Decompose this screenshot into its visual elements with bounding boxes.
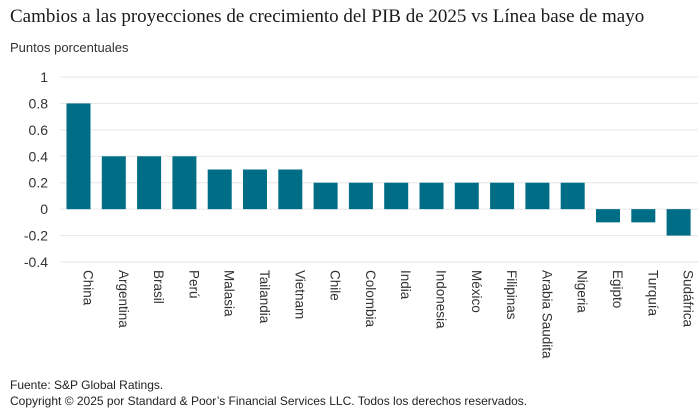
x-tick-label: Nigeria	[575, 270, 590, 313]
bar-india	[384, 182, 409, 210]
y-axis-label: Puntos porcentuales	[10, 40, 129, 55]
x-tick-label: Egipto	[610, 270, 625, 308]
source-note: Fuente: S&P Global Ratings.	[10, 378, 164, 392]
x-tick-label: Tailandia	[257, 270, 272, 324]
bar-argentina	[101, 156, 126, 210]
y-tick-label: 0	[40, 201, 48, 217]
bar-nigeria	[560, 182, 585, 210]
bar-brasil	[137, 156, 162, 210]
bar-chile	[313, 182, 338, 210]
copyright-note: Copyright © 2025 por Standard & Poor’s F…	[10, 394, 528, 408]
y-tick-label: 1	[40, 69, 48, 85]
bar-egipto	[596, 209, 620, 223]
x-tick-label: India	[398, 270, 413, 300]
y-tick-label: 0.2	[29, 175, 49, 191]
x-tick-label: Malasia	[222, 270, 237, 317]
bar-filipinas	[490, 182, 515, 210]
x-tick-label: China	[81, 270, 96, 306]
x-tick-label: México	[469, 270, 484, 313]
y-tick-label: -0.2	[24, 228, 48, 244]
x-tick-label: Argentina	[116, 270, 131, 328]
x-tick-label: Sudáfrica	[681, 270, 696, 328]
x-tick-label: Indonesia	[434, 270, 449, 329]
y-tick-label: -0.4	[24, 254, 48, 270]
x-tick-label: Turquía	[645, 270, 660, 317]
y-tick-label: 0.4	[29, 148, 49, 164]
bar-china	[66, 103, 91, 210]
x-tick-label: Vietnam	[292, 270, 307, 319]
bar-méxico	[454, 182, 479, 210]
bar-malasia	[207, 169, 232, 210]
y-tick-label: 0.8	[29, 95, 49, 111]
y-tick-label: 0.6	[29, 122, 49, 138]
bar-turquía	[631, 209, 656, 223]
bar-indonesia	[419, 182, 444, 210]
chart-title: Cambios a las proyecciones de crecimient…	[10, 6, 645, 27]
bar-tailandia	[243, 169, 267, 210]
x-tick-label: Colombia	[363, 270, 378, 328]
bar-vietnam	[278, 169, 303, 210]
bar-sudáfrica	[666, 209, 691, 236]
x-tick-label: Arabia Saudita	[539, 270, 554, 359]
x-tick-label: Brasil	[151, 270, 166, 304]
x-tick-label: Perú	[186, 270, 201, 299]
bar-perú	[172, 156, 197, 210]
bar-arabia-saudita	[525, 182, 550, 210]
x-tick-label: Filipinas	[504, 270, 519, 320]
bar-colombia	[348, 182, 373, 210]
x-tick-label: Chile	[328, 270, 343, 301]
